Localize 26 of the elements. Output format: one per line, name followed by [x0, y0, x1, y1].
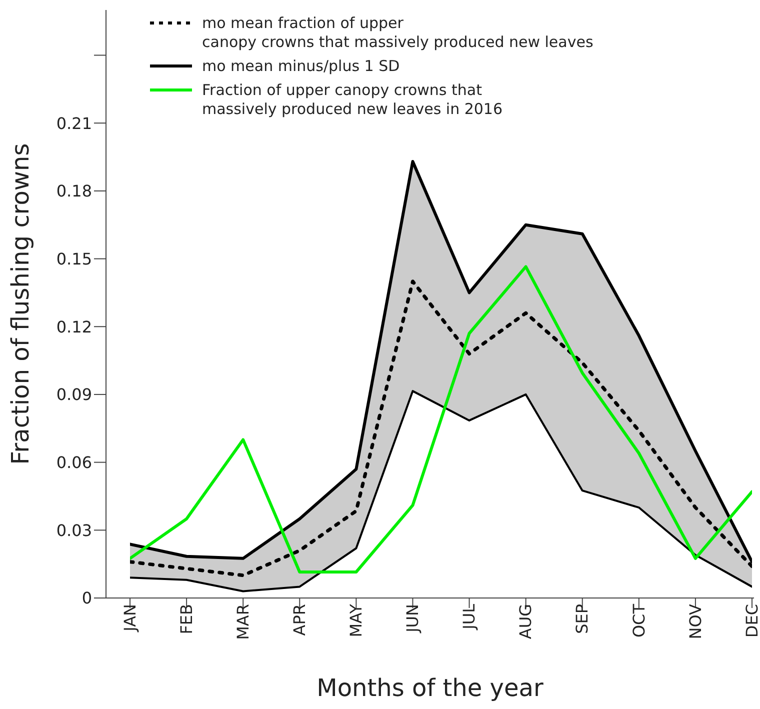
x-axis-title: Months of the year	[316, 674, 544, 702]
legend-label: mo mean minus/plus 1 SD	[202, 57, 400, 76]
y-axis-title: Fraction of flushing crowns	[6, 143, 35, 465]
x-tick-label: JAN	[120, 604, 140, 632]
y-tick-label: 0.21	[56, 114, 92, 133]
y-tick-label: 0.09	[56, 385, 92, 404]
x-tick-label: AUG	[516, 604, 536, 640]
x-tick-label: JUN	[403, 604, 422, 634]
y-tick-label: 0.18	[56, 182, 92, 201]
x-tick-label: OCT	[629, 604, 648, 638]
x-tick-label: DEC	[742, 604, 760, 638]
y-tick-label: 0.15	[56, 249, 92, 268]
x-tick-label: MAR	[233, 604, 252, 640]
y-tick-label: 0.03	[56, 520, 92, 540]
y-tick-label: 0.12	[56, 317, 92, 336]
x-tick-label: JUL	[460, 604, 479, 630]
x-tick-label: FEB	[176, 604, 196, 634]
y-tick-label: 0.06	[56, 452, 92, 472]
line-series	[130, 390, 752, 592]
x-tick-label: MAY	[346, 604, 366, 638]
y-tick-label: 0	[82, 588, 92, 608]
x-tick-label: SEP	[572, 604, 592, 634]
x-tick-label: APR	[290, 604, 309, 636]
legend-label: Fraction of upper canopy crowns that massively produced new leaves in 2016	[202, 81, 503, 119]
x-tick-label: NOV	[686, 604, 705, 640]
legend-label: mo mean fraction of upper canopy crowns that massively produced new leaves	[202, 14, 594, 52]
